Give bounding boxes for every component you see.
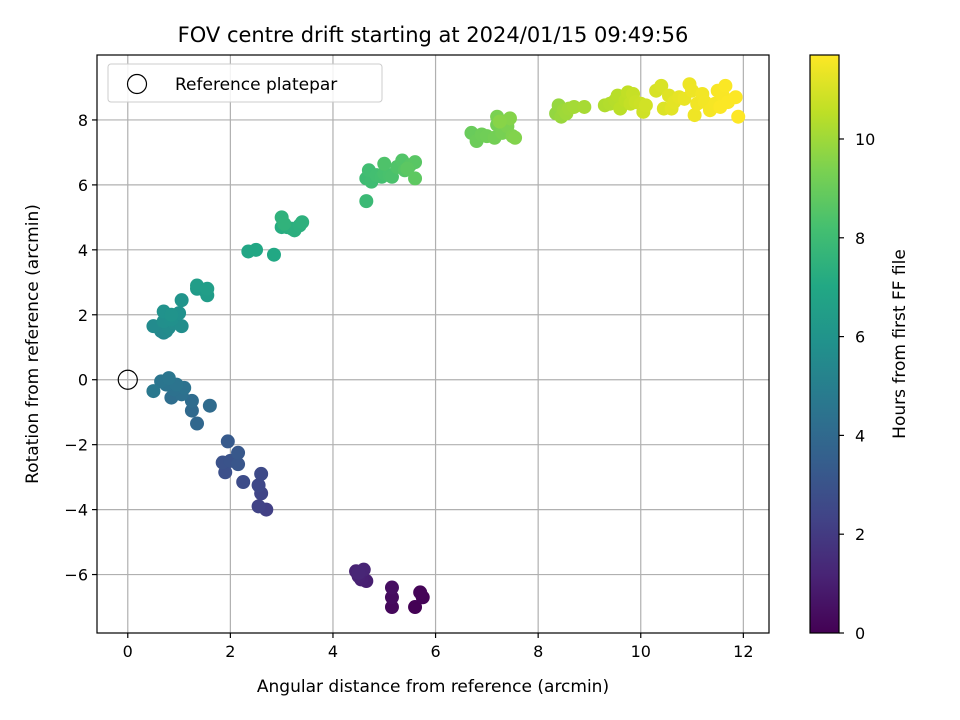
data-point <box>377 156 392 171</box>
data-point <box>220 434 235 449</box>
y-tick-label: 0 <box>78 371 88 390</box>
data-point <box>577 99 592 114</box>
colorbar-gradient <box>810 55 839 633</box>
y-tick-label: 4 <box>78 241 88 260</box>
colorbar-tick-label: 6 <box>855 328 865 347</box>
chart-title: FOV centre drift starting at 2024/01/15 … <box>178 23 689 47</box>
x-tick-label: 2 <box>225 642 235 661</box>
data-point <box>638 98 653 113</box>
data-point <box>251 478 266 493</box>
data-point <box>200 281 215 296</box>
data-point <box>654 78 669 93</box>
legend-marker-reference <box>126 73 148 95</box>
data-point <box>384 590 399 605</box>
data-point <box>254 466 269 481</box>
data-point <box>384 580 399 595</box>
data-point <box>236 475 251 490</box>
x-tick-label: 12 <box>733 642 753 661</box>
data-point <box>161 371 176 386</box>
data-point <box>359 194 374 209</box>
y-tick-label: −6 <box>64 566 88 585</box>
colorbar-tick-label: 4 <box>855 426 865 445</box>
data-point <box>687 108 702 123</box>
grid <box>97 55 769 633</box>
x-axis-label: Angular distance from reference (arcmin) <box>257 677 609 697</box>
data-point <box>164 307 179 322</box>
colorbar-tick-label: 2 <box>855 525 865 544</box>
legend-entry-reference: Reference platepar <box>175 75 337 95</box>
x-tick-label: 8 <box>533 642 543 661</box>
data-point <box>202 398 217 413</box>
data-point <box>190 416 205 431</box>
x-tick-label: 6 <box>430 642 440 661</box>
data-points <box>146 77 746 615</box>
data-point <box>295 215 310 230</box>
data-point <box>718 78 733 93</box>
data-point <box>231 457 246 472</box>
x-axis-ticks: 0 2 4 6 8 10 12 <box>123 633 754 661</box>
colorbar-frame <box>809 54 840 634</box>
data-point <box>251 499 266 514</box>
y-tick-label: −4 <box>64 501 88 520</box>
y-tick-label: −2 <box>64 436 88 455</box>
legend-box <box>107 63 383 103</box>
y-tick-label: 8 <box>78 111 88 130</box>
data-point <box>277 216 292 231</box>
legend: Reference platepar <box>107 63 383 103</box>
colorbar-ticks: 0 2 4 6 8 10 <box>839 130 875 643</box>
data-point <box>146 384 161 399</box>
data-point <box>184 393 199 408</box>
data-point <box>492 114 507 129</box>
data-point <box>174 319 189 334</box>
colorbar: 0 2 4 6 8 10 Hours from first FF file <box>809 54 910 643</box>
data-point <box>249 242 264 257</box>
data-point <box>266 247 281 262</box>
data-point <box>231 445 246 460</box>
data-point <box>400 161 415 176</box>
x-tick-label: 4 <box>328 642 338 661</box>
data-point <box>384 600 399 615</box>
data-point <box>184 403 199 418</box>
data-point <box>567 99 582 114</box>
data-point <box>728 90 743 105</box>
y-tick-label: 6 <box>78 176 88 195</box>
reference-platepar-marker <box>117 369 138 390</box>
x-tick-label: 10 <box>631 642 651 661</box>
x-tick-label: 0 <box>123 642 133 661</box>
colorbar-tick-label: 8 <box>855 229 865 248</box>
plot-frame <box>96 54 770 634</box>
data-point <box>731 109 746 124</box>
data-point <box>351 565 366 580</box>
data-point <box>413 585 428 600</box>
colorbar-label: Hours from first FF file <box>890 249 910 439</box>
colorbar-tick-label: 10 <box>855 130 875 149</box>
data-point <box>408 171 423 186</box>
colorbar-tick-label: 0 <box>855 624 865 643</box>
data-point <box>174 293 189 308</box>
y-tick-label: 2 <box>78 306 88 325</box>
data-point <box>408 600 423 615</box>
y-axis-ticks: −6 −4 −2 0 2 4 6 8 <box>64 111 97 585</box>
data-point <box>508 130 523 145</box>
y-axis-label: Rotation from reference (arcmin) <box>23 204 43 484</box>
